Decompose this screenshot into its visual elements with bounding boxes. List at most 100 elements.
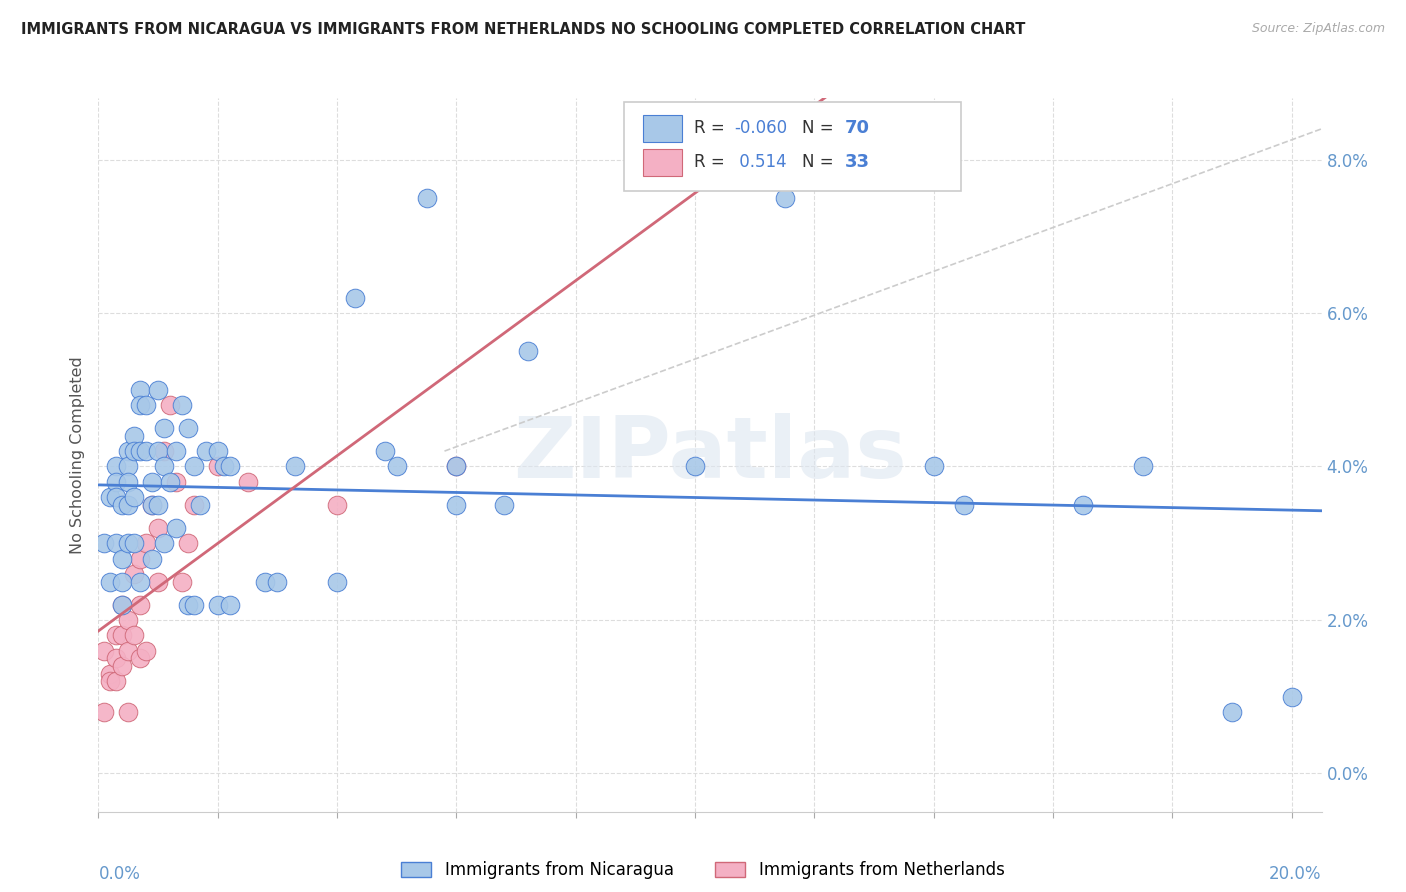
Text: 0.0%: 0.0% — [98, 865, 141, 883]
Point — [117, 459, 139, 474]
Point — [284, 459, 307, 474]
Point — [159, 398, 181, 412]
Point — [326, 574, 349, 589]
Point — [146, 574, 169, 589]
Point — [129, 444, 152, 458]
Point — [218, 459, 240, 474]
Point — [93, 536, 115, 550]
Point — [385, 459, 408, 474]
Point — [117, 444, 139, 458]
Point — [170, 574, 193, 589]
Point — [153, 459, 176, 474]
Point — [177, 598, 200, 612]
Point — [105, 651, 128, 665]
Y-axis label: No Schooling Completed: No Schooling Completed — [69, 356, 84, 554]
Text: Source: ZipAtlas.com: Source: ZipAtlas.com — [1251, 22, 1385, 36]
Point — [135, 536, 157, 550]
Point — [98, 666, 121, 681]
Point — [266, 574, 288, 589]
Point — [111, 628, 134, 642]
Point — [517, 344, 540, 359]
Point — [111, 498, 134, 512]
Point — [1220, 705, 1243, 719]
Point — [117, 498, 139, 512]
FancyBboxPatch shape — [624, 102, 960, 191]
Point — [98, 490, 121, 504]
Text: R =: R = — [695, 153, 730, 171]
Point — [129, 598, 152, 612]
Text: 20.0%: 20.0% — [1270, 865, 1322, 883]
Point — [773, 191, 796, 205]
Point — [135, 398, 157, 412]
Point — [194, 444, 217, 458]
Text: -0.060: -0.060 — [734, 120, 787, 137]
FancyBboxPatch shape — [643, 114, 682, 142]
Text: N =: N = — [801, 120, 838, 137]
Point — [129, 383, 152, 397]
Point — [218, 598, 240, 612]
Point — [165, 475, 187, 489]
Point — [207, 459, 229, 474]
Point — [254, 574, 277, 589]
Point — [177, 536, 200, 550]
Point — [236, 475, 259, 489]
Point — [117, 705, 139, 719]
Point — [122, 536, 145, 550]
Point — [105, 674, 128, 689]
Point — [129, 574, 152, 589]
Point — [98, 674, 121, 689]
Text: 0.514: 0.514 — [734, 153, 787, 171]
Point — [146, 521, 169, 535]
Point — [153, 536, 176, 550]
Point — [117, 475, 139, 489]
Text: R =: R = — [695, 120, 730, 137]
Point — [93, 705, 115, 719]
Point — [326, 498, 349, 512]
Point — [141, 498, 163, 512]
Point — [159, 475, 181, 489]
Point — [93, 643, 115, 657]
Point — [122, 428, 145, 442]
Point — [98, 574, 121, 589]
Point — [446, 459, 468, 474]
Point — [374, 444, 396, 458]
Point — [183, 498, 205, 512]
Text: ZIPatlas: ZIPatlas — [513, 413, 907, 497]
Point — [1132, 459, 1154, 474]
Point — [105, 628, 128, 642]
Point — [165, 521, 187, 535]
FancyBboxPatch shape — [643, 149, 682, 176]
Point — [146, 498, 169, 512]
Point — [146, 444, 169, 458]
Point — [135, 643, 157, 657]
Point — [1281, 690, 1303, 704]
Point — [111, 598, 134, 612]
Point — [141, 551, 163, 566]
Point — [111, 574, 134, 589]
Text: 33: 33 — [845, 153, 869, 171]
Point — [122, 490, 145, 504]
Point — [122, 566, 145, 581]
Point — [188, 498, 211, 512]
Point — [129, 551, 152, 566]
Point — [494, 498, 516, 512]
Point — [183, 598, 205, 612]
Point — [207, 598, 229, 612]
Point — [135, 444, 157, 458]
Text: 70: 70 — [845, 120, 869, 137]
Point — [141, 475, 163, 489]
Point — [129, 398, 152, 412]
Point — [153, 421, 176, 435]
Legend: Immigrants from Nicaragua, Immigrants from Netherlands: Immigrants from Nicaragua, Immigrants fr… — [401, 861, 1005, 880]
Point — [922, 459, 945, 474]
Point — [117, 536, 139, 550]
Point — [207, 444, 229, 458]
Point — [343, 291, 366, 305]
Point — [129, 651, 152, 665]
Point — [153, 444, 176, 458]
Point — [111, 551, 134, 566]
Point — [446, 459, 468, 474]
Point — [170, 398, 193, 412]
Point — [165, 444, 187, 458]
Text: N =: N = — [801, 153, 838, 171]
